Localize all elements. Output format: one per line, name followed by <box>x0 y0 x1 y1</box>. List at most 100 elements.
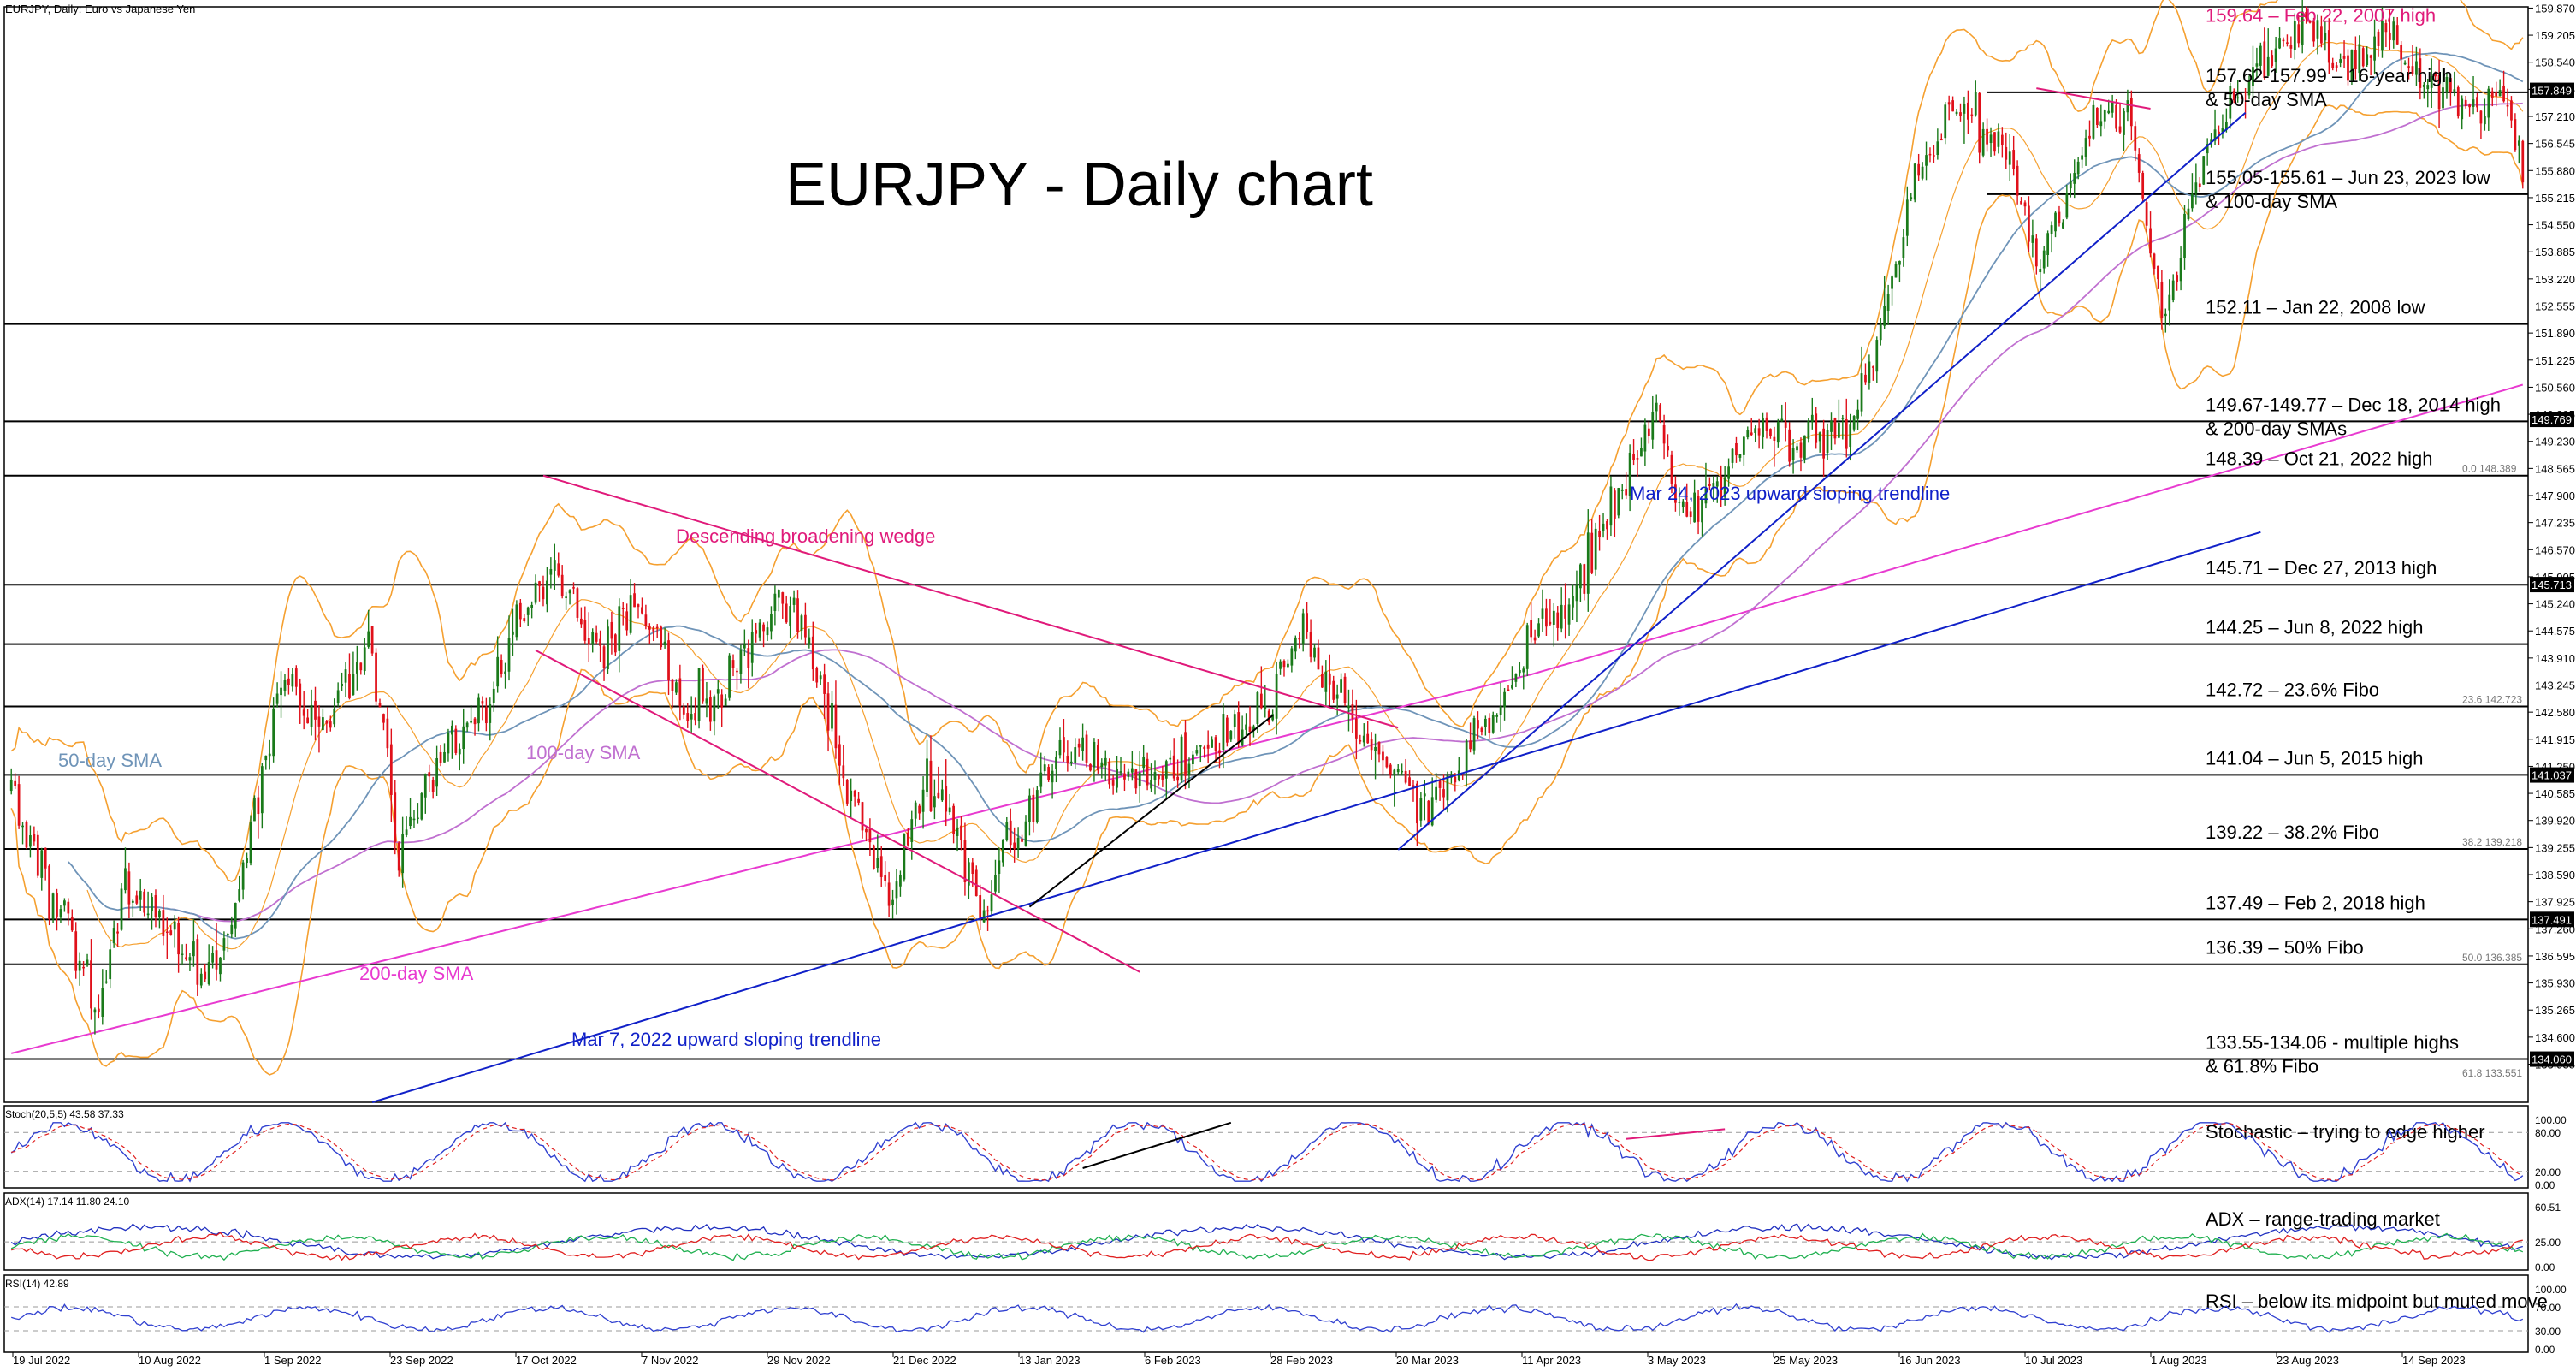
candle-body <box>287 678 290 686</box>
candle-body <box>2244 92 2247 93</box>
candle-body <box>2194 182 2198 194</box>
candle-body <box>420 793 423 820</box>
candle-body <box>1826 430 1829 454</box>
candle-body <box>789 606 792 626</box>
candle-body <box>1685 502 1689 517</box>
candle-body <box>375 652 377 702</box>
candle-body <box>2453 89 2456 92</box>
candle-body <box>1978 92 1981 153</box>
level-annotation: 136.39 – 50% Fibo <box>2206 937 2364 959</box>
candle-body <box>637 604 640 608</box>
candle-body <box>777 590 780 598</box>
candle-body <box>2335 65 2338 68</box>
candle-body <box>82 966 85 969</box>
candle-body <box>2210 139 2212 143</box>
candle-body <box>1689 511 1692 518</box>
candle-body <box>1598 530 1601 537</box>
rsi-panel-frame <box>3 1274 2529 1353</box>
candle-body <box>583 620 587 641</box>
candle-body <box>1408 777 1411 786</box>
candle-body <box>207 962 210 985</box>
candle-body <box>1818 432 1821 442</box>
candle-body <box>97 1008 100 1012</box>
candle-body <box>2153 253 2156 270</box>
candle-body <box>770 614 773 632</box>
candle-body <box>1377 741 1381 755</box>
candle-body <box>1640 448 1643 457</box>
candle-body <box>359 662 363 671</box>
candle-body <box>1522 668 1525 673</box>
candle-body <box>1833 418 1837 439</box>
x-tick-label: 17 Oct 2022 <box>516 1354 577 1367</box>
candle-body <box>671 679 674 691</box>
candle-body <box>196 939 199 985</box>
candle-body <box>1214 737 1217 751</box>
candle-body <box>990 894 993 912</box>
candle-body <box>1279 661 1282 669</box>
candle-body <box>1815 413 1818 443</box>
candle-body <box>998 860 1001 875</box>
rsi-comment: RSI – below its midpoint but muted move <box>2206 1291 2548 1312</box>
candle-body <box>135 895 139 904</box>
candle-body <box>1822 428 1825 459</box>
candle-body <box>2103 110 2106 122</box>
candle-body <box>994 875 997 892</box>
candle-body <box>67 901 70 914</box>
candle-body <box>974 869 978 897</box>
candle-body <box>1864 374 1867 383</box>
candle-body <box>382 714 385 723</box>
candle-body <box>1416 783 1418 824</box>
candle-body <box>1803 435 1806 460</box>
candle-body <box>348 674 351 698</box>
candle-body <box>1970 114 1974 116</box>
candle-body <box>621 608 625 609</box>
candle-body <box>1058 739 1062 756</box>
candle-body <box>2377 31 2380 46</box>
candle-body <box>515 604 518 638</box>
candle-body <box>1514 674 1518 682</box>
candle-body <box>2232 91 2235 101</box>
candle-body <box>625 611 629 631</box>
candle-body <box>44 847 47 869</box>
candle-body <box>1317 647 1320 670</box>
x-tick-label: 1 Aug 2023 <box>2151 1354 2207 1367</box>
candle-body <box>1435 786 1438 800</box>
candle-body <box>1119 771 1122 773</box>
candle-body <box>1306 613 1309 632</box>
candle-body <box>785 603 788 623</box>
candle-body <box>2005 146 2008 160</box>
x-tick-label: 6 Feb 2023 <box>1145 1354 1201 1367</box>
candle-body <box>2461 98 2464 120</box>
candle-body <box>246 858 248 864</box>
candle-body <box>1063 737 1065 753</box>
candle-body <box>1944 104 1947 139</box>
candle-body <box>336 690 340 703</box>
candle-body <box>1951 100 1954 112</box>
candle-body <box>850 790 853 801</box>
x-tick-label: 14 Sep 2023 <box>2402 1354 2466 1367</box>
candle-body <box>1625 489 1628 496</box>
candle-body <box>1096 745 1099 771</box>
axis-price-tag <box>2530 82 2574 98</box>
candle-body <box>1647 428 1650 436</box>
candle-body <box>1830 420 1833 432</box>
candle-body <box>405 829 408 835</box>
candle-body <box>876 858 879 869</box>
candle-body <box>2422 84 2425 87</box>
candle-body <box>826 693 830 731</box>
candle-body <box>982 910 986 923</box>
candle-body <box>1351 704 1354 719</box>
candle-body <box>1773 436 1776 441</box>
candle-body <box>1738 454 1742 458</box>
candle-body <box>294 668 298 687</box>
candle-body <box>2229 86 2232 119</box>
y-tick-label: 150.560 <box>2535 381 2575 394</box>
candle-body <box>815 668 819 683</box>
candle-body <box>2403 62 2407 65</box>
candle-body <box>1343 676 1347 703</box>
candle-body <box>1757 428 1761 436</box>
candle-body <box>565 596 567 598</box>
sma100-label: 100-day SMA <box>526 742 641 763</box>
candle-body <box>2221 128 2224 133</box>
candle-body <box>1252 726 1255 731</box>
